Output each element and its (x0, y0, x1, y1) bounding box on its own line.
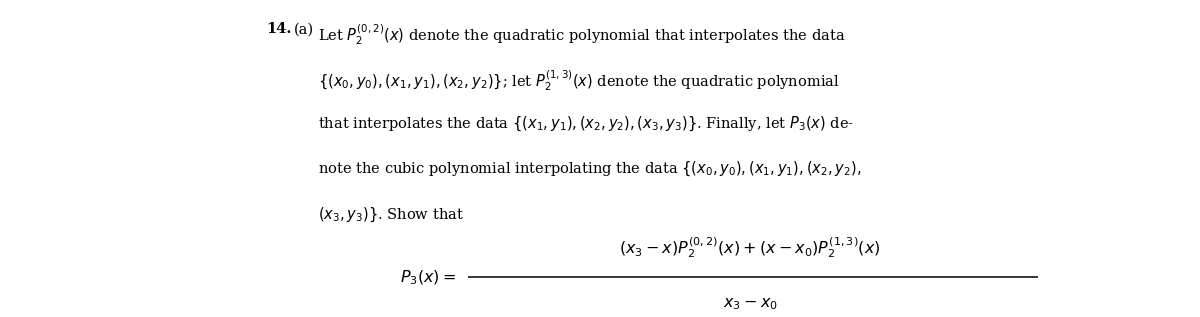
Text: $(x_3 - x)P_2^{(0,2)}(x) + (x - x_0)P_2^{(1,3)}(x)$: $(x_3 - x)P_2^{(0,2)}(x) + (x - x_0)P_2^… (619, 235, 881, 260)
Text: $x_3 - x_0$: $x_3 - x_0$ (722, 295, 778, 312)
Text: note the cubic polynomial interpolating the data $\{(x_0, y_0), (x_1, y_1), (x_2: note the cubic polynomial interpolating … (318, 160, 862, 178)
Text: 14.: 14. (266, 22, 292, 36)
Text: Let $P_2^{(0,2)}(x)$ denote the quadratic polynomial that interpolates the data: Let $P_2^{(0,2)}(x)$ denote the quadrati… (318, 22, 846, 47)
Text: $P_3(x) =$: $P_3(x) =$ (400, 268, 456, 287)
Text: (a): (a) (294, 22, 314, 36)
Text: $(x_3, y_3)\}$. Show that: $(x_3, y_3)\}$. Show that (318, 206, 464, 224)
Text: that interpolates the data $\{(x_1, y_1), (x_2, y_2), (x_3, y_3)\}$. Finally, le: that interpolates the data $\{(x_1, y_1)… (318, 114, 854, 133)
Text: $\{(x_0, y_0), (x_1, y_1), (x_2, y_2)\}$; let $P_2^{(1,3)}(x)$ denote the quadra: $\{(x_0, y_0), (x_1, y_1), (x_2, y_2)\}$… (318, 68, 840, 93)
